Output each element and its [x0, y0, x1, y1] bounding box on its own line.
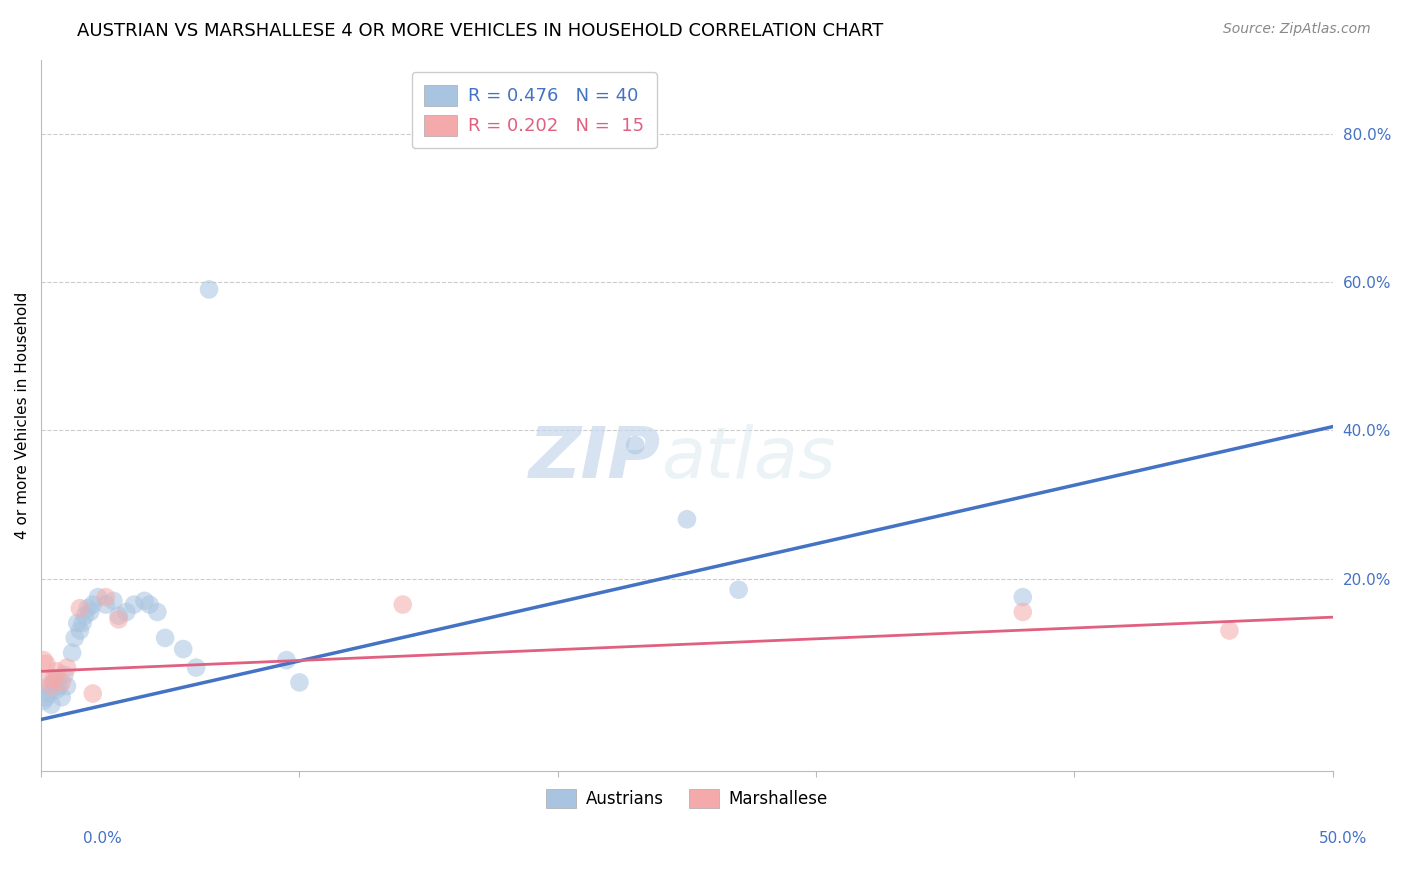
- Point: [45, 672, 67, 686]
- Point: [184, 660, 207, 674]
- Point: [727, 582, 749, 597]
- Point: [45, 682, 67, 697]
- Point: [63, 631, 86, 645]
- Text: ZIP: ZIP: [529, 424, 661, 492]
- Text: Source: ZipAtlas.com: Source: ZipAtlas.com: [1223, 22, 1371, 37]
- Text: atlas: atlas: [661, 424, 835, 492]
- Point: [38, 686, 60, 700]
- Point: [1011, 590, 1033, 604]
- Point: [41, 698, 63, 712]
- Point: [122, 598, 145, 612]
- Point: [138, 598, 160, 612]
- Point: [87, 590, 110, 604]
- Point: [276, 653, 298, 667]
- Legend: Austrians, Marshallese: Austrians, Marshallese: [537, 780, 837, 816]
- Point: [134, 594, 156, 608]
- Point: [153, 631, 176, 645]
- Text: AUSTRIAN VS MARSHALLESE 4 OR MORE VEHICLES IN HOUSEHOLD CORRELATION CHART: AUSTRIAN VS MARSHALLESE 4 OR MORE VEHICL…: [77, 22, 883, 40]
- Point: [82, 686, 104, 700]
- Text: 50.0%: 50.0%: [1319, 831, 1367, 846]
- Point: [391, 598, 413, 612]
- Point: [42, 675, 65, 690]
- Point: [107, 608, 129, 623]
- Point: [103, 594, 125, 608]
- Point: [82, 598, 104, 612]
- Point: [94, 598, 117, 612]
- Point: [35, 690, 58, 705]
- Point: [172, 642, 194, 657]
- Point: [53, 668, 76, 682]
- Point: [79, 605, 101, 619]
- Point: [69, 624, 91, 638]
- Point: [146, 605, 169, 619]
- Point: [1011, 605, 1033, 619]
- Text: 0.0%: 0.0%: [83, 831, 122, 846]
- Point: [60, 646, 83, 660]
- Point: [51, 690, 73, 705]
- Point: [76, 601, 98, 615]
- Point: [198, 282, 221, 296]
- Point: [115, 605, 138, 619]
- Point: [94, 590, 117, 604]
- Point: [51, 675, 73, 690]
- Point: [69, 601, 91, 615]
- Point: [45, 665, 67, 679]
- Point: [676, 512, 699, 526]
- Point: [56, 679, 79, 693]
- Point: [73, 608, 96, 623]
- Point: [32, 653, 55, 667]
- Point: [72, 616, 94, 631]
- Point: [38, 679, 60, 693]
- Point: [1218, 624, 1240, 638]
- Point: [56, 660, 79, 674]
- Point: [48, 679, 70, 693]
- Point: [624, 438, 647, 452]
- Point: [35, 657, 58, 671]
- Point: [38, 672, 60, 686]
- Point: [66, 616, 89, 631]
- Point: [107, 612, 129, 626]
- Point: [32, 694, 55, 708]
- Y-axis label: 4 or more Vehicles in Household: 4 or more Vehicles in Household: [15, 292, 30, 539]
- Point: [42, 672, 65, 686]
- Point: [41, 679, 63, 693]
- Point: [288, 675, 311, 690]
